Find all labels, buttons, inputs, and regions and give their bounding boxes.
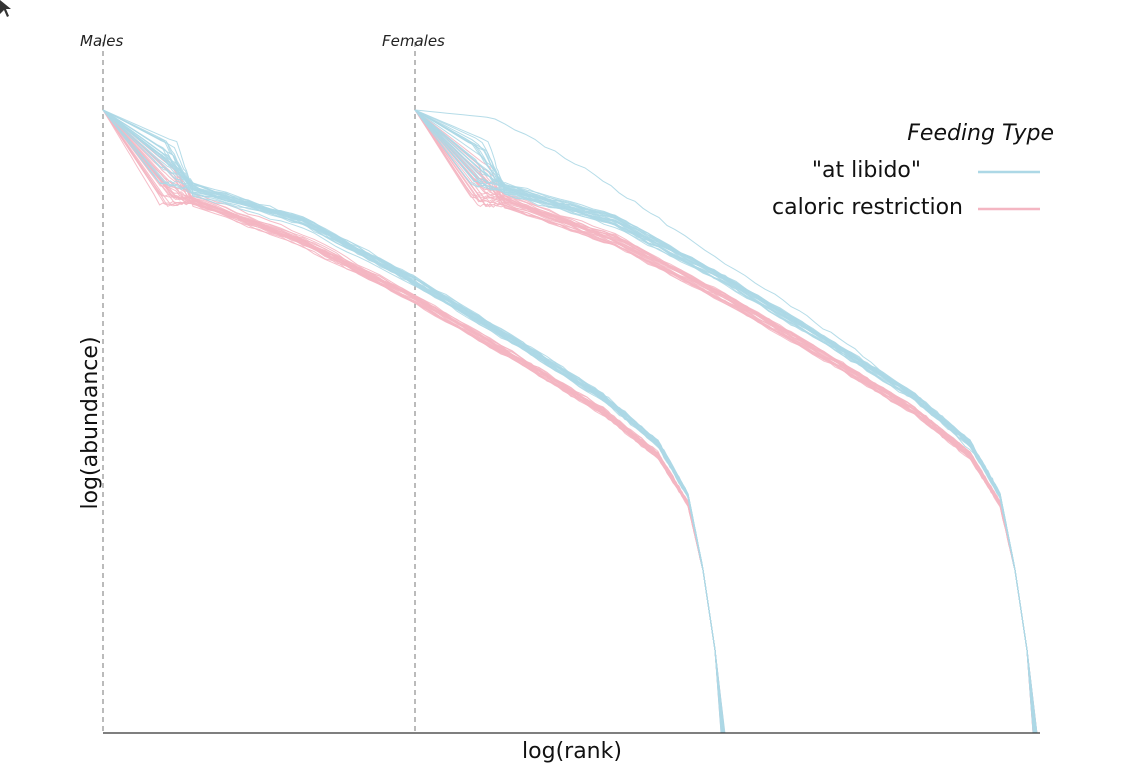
panel-guide-lines (102, 42, 416, 733)
legend: Feeding Type "at libido" caloric restric… (772, 121, 1054, 220)
at-libido-curve (102, 109, 723, 734)
legend-title: Feeding Type (907, 121, 1054, 146)
mouse-cursor-icon (0, 0, 11, 17)
panel-label-males: Males (80, 32, 124, 50)
at-libido-curve (414, 109, 1037, 734)
x-axis-title: log(rank) (522, 739, 622, 764)
legend-label-at-libido: "at libido" (812, 158, 921, 183)
panel-label-females: Females (382, 32, 445, 50)
curves-layer (102, 109, 1038, 734)
legend-label-caloric-restriction: caloric restriction (772, 195, 963, 220)
y-axis-title: log(abundance) (78, 336, 103, 509)
